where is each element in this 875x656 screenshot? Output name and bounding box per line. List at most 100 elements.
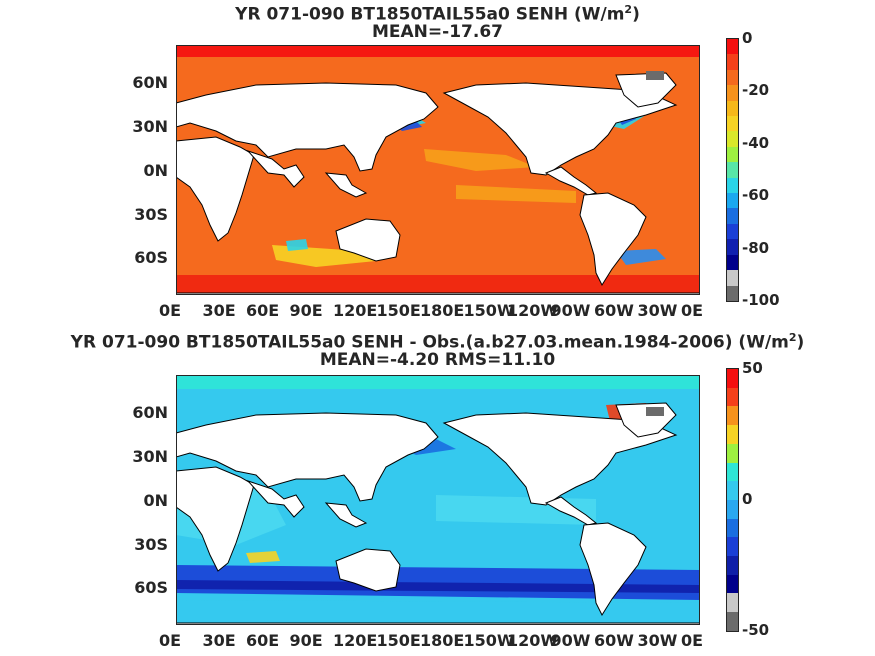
land-mask (176, 466, 255, 572)
x-tick-label: 0E (681, 301, 704, 320)
x-tick-label: 0E (681, 631, 704, 650)
colorbar-swatch (727, 177, 738, 194)
colorbar-swatch (727, 54, 738, 70)
field-anomaly-region (246, 551, 280, 563)
land-mask (579, 192, 647, 287)
colorbar-swatch (727, 369, 738, 388)
colorbar-swatch (727, 593, 738, 613)
land-mask (579, 522, 647, 617)
colorbar-swatch (727, 285, 738, 301)
panel2-map (176, 375, 700, 625)
x-tick-label: 150E (376, 631, 421, 650)
field-anomaly-region (176, 600, 700, 625)
land-mask (324, 172, 368, 198)
land-mask (324, 502, 368, 528)
field-anomaly-region (176, 45, 700, 57)
colorbar-swatch (727, 162, 738, 178)
y-tick-label: 0N (143, 491, 168, 510)
colorbar-swatch (727, 69, 738, 86)
land-mask (246, 149, 305, 188)
field-anomaly-region (424, 149, 536, 171)
y-tick-label: 60S (134, 248, 168, 267)
panel2-field (176, 375, 700, 625)
colorbar-tick-label: -80 (742, 238, 770, 257)
colorbar-swatch (727, 131, 738, 147)
panel1-map (176, 45, 700, 295)
land-mask (335, 548, 401, 592)
y-tick-label: 30S (134, 535, 168, 554)
x-tick-label: 0E (159, 631, 182, 650)
x-tick-label: 60W (594, 631, 634, 650)
panel1-field (176, 45, 700, 295)
x-tick-label: 150W (463, 631, 515, 650)
land-mask (615, 72, 677, 108)
colorbar-swatch (727, 85, 738, 101)
colorbar-swatch (727, 406, 738, 426)
panel2-subtitle: MEAN=-4.20 RMS=11.10 (319, 350, 556, 370)
colorbar-swatch (727, 499, 738, 519)
x-tick-label: 30E (202, 301, 236, 320)
field-anomaly-region (176, 580, 700, 593)
colorbar-tick-label: -20 (742, 81, 770, 100)
y-tick-label: 30N (132, 447, 168, 466)
field-anomaly-region (616, 249, 666, 265)
x-tick-label: 120W (507, 301, 559, 320)
colorbar-swatch (727, 116, 738, 132)
land-mask (246, 479, 305, 518)
colorbar-swatch (727, 208, 738, 224)
panel1-subtitle: MEAN=-17.67 (372, 22, 503, 42)
colorbar-swatch (727, 425, 738, 444)
colorbar-tick-label: 50 (742, 359, 763, 377)
y-tick-label: 60N (132, 73, 168, 92)
colorbar-swatch (727, 223, 738, 240)
colorbar-swatch (727, 462, 738, 482)
panel2-title: YR 071-090 BT1850TAIL55a0 SENH - Obs.(a.… (70, 331, 805, 353)
x-tick-label: 120E (333, 301, 378, 320)
field-anomaly-region (176, 275, 700, 295)
field-anomaly-region (176, 375, 700, 389)
panel1-colorbar (726, 38, 739, 302)
missing-data-patch (646, 71, 664, 80)
panel1-title: YR 071-090 BT1850TAIL55a0 SENH (W/m2) (235, 3, 640, 25)
colorbar-tick-label: -100 (742, 291, 780, 309)
colorbar-tick-label: -60 (742, 186, 770, 205)
field-anomaly-region (272, 245, 376, 267)
colorbar-swatch (727, 443, 738, 463)
colorbar-swatch (727, 518, 738, 538)
colorbar-tick-label: -40 (742, 133, 770, 152)
x-tick-label: 150W (463, 301, 515, 320)
colorbar-swatch (727, 193, 738, 209)
x-tick-label: 90E (289, 301, 323, 320)
y-tick-label: 60N (132, 403, 168, 422)
x-tick-label: 120W (507, 631, 559, 650)
x-tick-label: 180E (420, 301, 465, 320)
field-anomaly-region (456, 185, 576, 203)
colorbar-tick-label: 0 (742, 29, 753, 47)
land-mask (176, 82, 439, 172)
colorbar-tick-label: 0 (742, 490, 753, 508)
colorbar-swatch (727, 39, 738, 55)
x-tick-label: 60E (246, 631, 280, 650)
land-mask (442, 82, 678, 176)
y-tick-label: 30S (134, 205, 168, 224)
x-tick-label: 30W (637, 631, 678, 650)
colorbar-swatch (727, 100, 738, 117)
land-mask (176, 292, 700, 295)
panel2-colorbar (726, 368, 739, 632)
land-mask (544, 496, 598, 526)
colorbar-swatch (727, 537, 738, 557)
x-tick-label: 90W (550, 631, 591, 650)
colorbar-swatch (727, 239, 738, 255)
colorbar-swatch (727, 612, 738, 631)
x-tick-label: 90W (550, 301, 591, 320)
colorbar-swatch (727, 556, 738, 575)
colorbar-swatch (727, 254, 738, 271)
y-tick-label: 0N (143, 161, 168, 180)
y-tick-label: 30N (132, 117, 168, 136)
x-tick-label: 150E (376, 301, 421, 320)
field-anomaly-region (286, 239, 308, 251)
x-tick-label: 30E (202, 631, 236, 650)
x-tick-label: 60W (594, 301, 634, 320)
colorbar-swatch (727, 270, 738, 286)
colorbar-tick-label: -50 (742, 621, 770, 639)
